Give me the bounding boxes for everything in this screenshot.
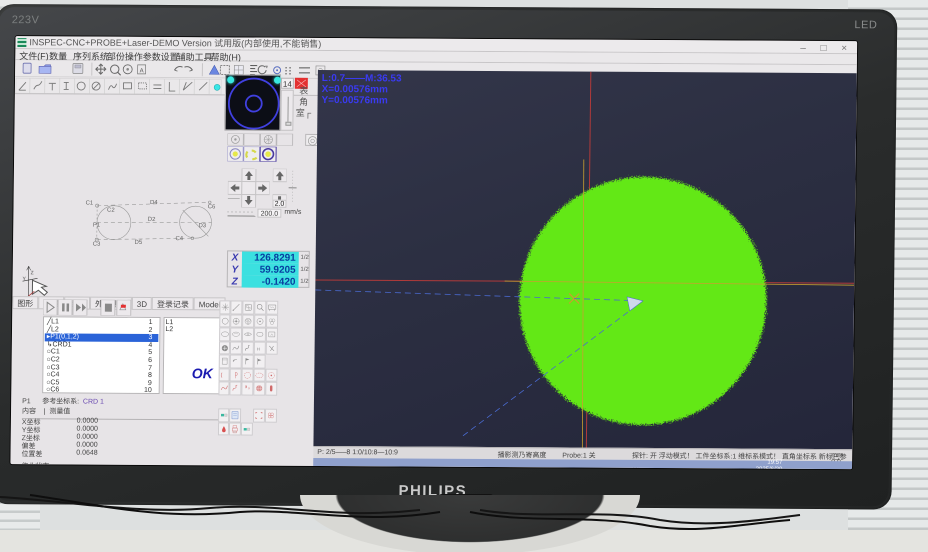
svg-text:D3: D3 [198, 223, 206, 229]
svg-text:Z: Z [31, 270, 34, 276]
svg-text:C2: C2 [107, 208, 115, 214]
svg-text:D2: D2 [148, 217, 156, 223]
svg-text:D4: D4 [150, 200, 158, 206]
svg-text:C3: C3 [93, 242, 101, 248]
svg-text:C6: C6 [208, 204, 216, 210]
svg-text:C1: C1 [86, 201, 94, 207]
svg-text:Y: Y [23, 276, 27, 282]
svg-text:P1: P1 [93, 223, 101, 229]
svg-text:A: A [140, 68, 144, 74]
svg-text:D5: D5 [135, 240, 143, 246]
svg-text:H: H [257, 346, 260, 351]
svg-text:C4: C4 [175, 236, 183, 242]
